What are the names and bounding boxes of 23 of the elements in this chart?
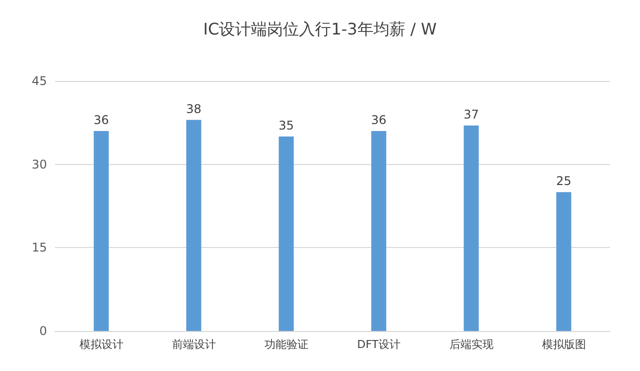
y-tick-label: 0	[39, 324, 47, 338]
bar	[464, 125, 479, 331]
data-label: 35	[278, 118, 294, 133]
bar	[186, 120, 202, 331]
x-tick-label: DFT设计	[357, 338, 400, 351]
x-tick-label: 模拟设计	[79, 338, 124, 351]
bar	[94, 131, 109, 331]
y-tick-label: 15	[32, 240, 47, 255]
bar	[371, 131, 386, 331]
x-tick-label: 前端设计	[172, 338, 216, 351]
chart-title: IC设计端岗位入行1-3年均薪 / W	[203, 20, 437, 38]
x-tick-label: 后端实现	[449, 338, 494, 351]
y-tick-label: 45	[32, 74, 47, 88]
data-label: 38	[186, 102, 202, 116]
bar	[556, 192, 572, 331]
data-label: 25	[556, 174, 572, 188]
data-label: 36	[94, 113, 109, 127]
y-tick-label: 30	[32, 157, 47, 172]
data-label: 37	[464, 107, 479, 122]
x-tick-label: 功能验证	[264, 338, 308, 351]
x-tick-label: 模拟版图	[542, 338, 586, 351]
bar	[278, 136, 294, 331]
data-label: 36	[371, 113, 386, 127]
